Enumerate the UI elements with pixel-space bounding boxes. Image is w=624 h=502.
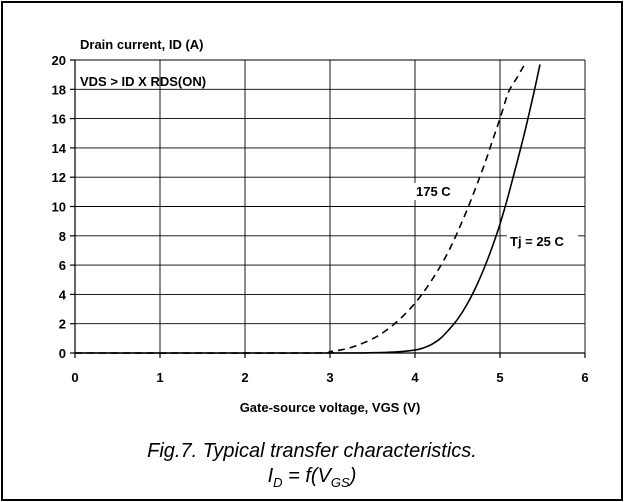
y-tick-label: 6 bbox=[59, 258, 66, 273]
y-axis-label: Drain current, ID (A) bbox=[80, 37, 204, 52]
series-label-bg-175 bbox=[413, 183, 459, 200]
y-tick-label: 2 bbox=[59, 317, 66, 332]
series-label-175: 175 C bbox=[416, 184, 451, 199]
y-tick-label: 18 bbox=[52, 82, 66, 97]
series-line-175c bbox=[74, 65, 525, 354]
x-tick-label: 0 bbox=[71, 370, 78, 385]
series-line-25c bbox=[75, 64, 541, 354]
figure-caption-formula: ID = f(VGS) bbox=[0, 465, 624, 490]
x-tick-label: 5 bbox=[496, 370, 503, 385]
y-tick-label: 10 bbox=[52, 200, 66, 215]
formula-end: ) bbox=[349, 465, 357, 487]
series-label-bg-25 bbox=[507, 233, 578, 250]
x-tick-label: 6 bbox=[581, 370, 588, 385]
condition-label: VDS > ID X RDS(ON) bbox=[80, 74, 206, 89]
y-tick-label: 4 bbox=[59, 287, 67, 302]
y-tick-label: 0 bbox=[59, 346, 66, 361]
formula-i-sub: D bbox=[273, 475, 283, 490]
x-tick-label: 2 bbox=[241, 370, 248, 385]
figure-caption: Fig.7. Typical transfer characteristics. bbox=[147, 440, 477, 462]
grid-lines bbox=[70, 59, 586, 358]
x-tick-label: 4 bbox=[411, 370, 419, 385]
y-tick-label: 16 bbox=[52, 112, 66, 127]
y-tick-label: 8 bbox=[59, 229, 66, 244]
x-tick-label: 1 bbox=[156, 370, 163, 385]
y-tick-label: 20 bbox=[52, 53, 66, 68]
curves bbox=[74, 64, 541, 354]
series-label-25: Tj = 25 C bbox=[510, 234, 564, 249]
x-tick-label: 3 bbox=[326, 370, 333, 385]
y-tick-label: 14 bbox=[52, 141, 67, 156]
y-tick-label: 12 bbox=[52, 170, 66, 185]
formula-i: I bbox=[267, 465, 274, 487]
formula-mid: = f(V bbox=[282, 465, 331, 487]
formula-v-sub: GS bbox=[330, 475, 350, 490]
x-axis-label: Gate-source voltage, VGS (V) bbox=[240, 400, 421, 415]
